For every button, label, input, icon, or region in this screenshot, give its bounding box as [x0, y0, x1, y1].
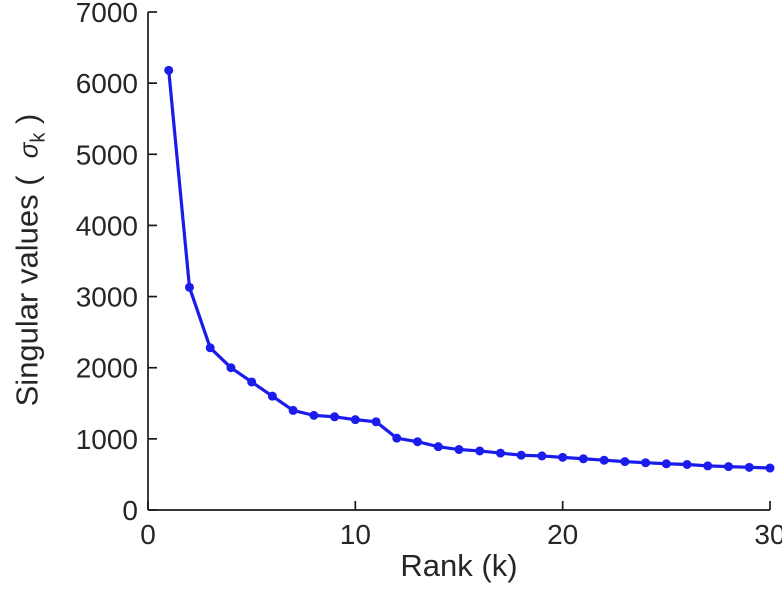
data-point — [309, 410, 319, 420]
y-tick-label: 5000 — [76, 139, 138, 170]
data-point — [226, 363, 236, 373]
y-tick-label: 2000 — [76, 353, 138, 384]
y-axis-label-close: ) — [9, 113, 45, 133]
y-tick-label: 1000 — [76, 424, 138, 455]
y-axis-label: Singular values ( σk ) — [9, 114, 50, 407]
data-point — [371, 417, 381, 427]
data-point — [744, 462, 754, 472]
y-tick-label: 3000 — [76, 282, 138, 313]
data-point — [558, 452, 568, 462]
sigma-symbol: σ — [13, 142, 44, 159]
data-point — [765, 463, 775, 473]
x-tick-label: 10 — [340, 519, 371, 550]
x-axis-label: Rank (k) — [400, 548, 518, 583]
y-axis-label-text: Singular values ( — [9, 158, 45, 407]
data-line — [167, 68, 772, 470]
data-point — [350, 415, 360, 425]
x-tick-label: 0 — [140, 519, 156, 550]
data-point — [620, 457, 630, 467]
data-point — [413, 437, 423, 447]
data-point — [475, 446, 485, 456]
y-tick-label: 4000 — [76, 210, 138, 241]
data-point — [641, 458, 651, 468]
data-point — [454, 445, 464, 455]
data-point — [724, 462, 734, 472]
data-point — [288, 405, 298, 415]
x-tick-label: 20 — [547, 519, 578, 550]
y-tick-label: 7000 — [76, 0, 138, 28]
data-point — [537, 451, 547, 461]
data-point — [267, 391, 277, 401]
y-tick-label: 0 — [122, 495, 138, 526]
sigma-subscript: k — [27, 132, 50, 143]
data-point — [164, 65, 174, 75]
data-point — [330, 412, 340, 422]
data-point — [495, 448, 505, 458]
data-point — [599, 455, 609, 465]
data-point — [392, 433, 402, 443]
data-point — [184, 282, 194, 292]
data-point — [682, 459, 692, 469]
data-point — [247, 377, 257, 387]
data-point — [205, 343, 215, 353]
y-tick-label: 6000 — [76, 68, 138, 99]
data-point — [433, 442, 443, 452]
data-point — [661, 459, 671, 469]
x-tick-label: 30 — [754, 519, 782, 550]
data-point — [578, 454, 588, 464]
data-point — [516, 450, 526, 460]
data-point — [703, 461, 713, 471]
